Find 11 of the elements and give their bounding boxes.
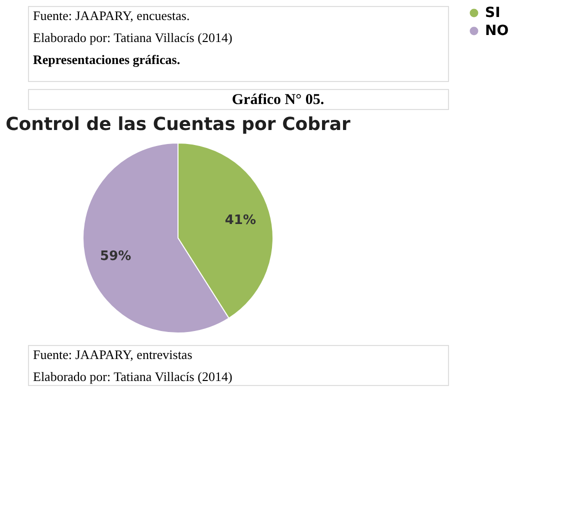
data-label: 59% bbox=[100, 249, 132, 264]
data-label: 41% bbox=[224, 212, 256, 228]
text: Gráfico N° 05. bbox=[232, 92, 324, 108]
legend-label: NO bbox=[485, 23, 509, 39]
source-note: Fuente: JAAPARY, encuestas. bbox=[33, 8, 190, 23]
text: Control de las Cuentas por Cobrar bbox=[6, 114, 351, 135]
source-note: Fuente: JAAPARY, entrevistas bbox=[33, 347, 192, 362]
legend-label: SI bbox=[485, 5, 500, 21]
text: Representaciones gráficas. bbox=[33, 52, 180, 67]
text: Elaborado por: Tatiana Villacís (2014) bbox=[33, 30, 232, 45]
text: Elaborado por: Tatiana Villacís (2014) bbox=[33, 369, 232, 384]
